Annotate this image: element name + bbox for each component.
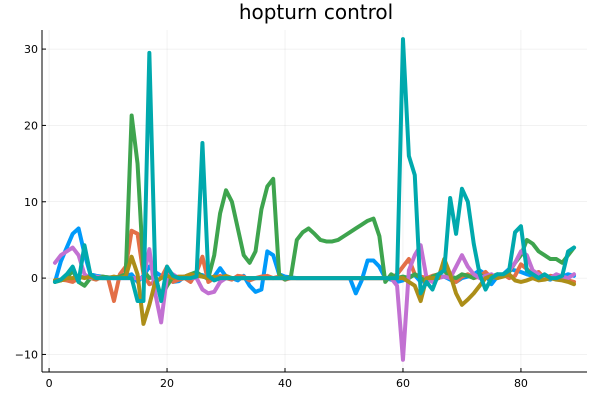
- x-tick-label: 20: [160, 377, 174, 390]
- x-tick-label: 40: [278, 377, 292, 390]
- x-tick-label: 60: [396, 377, 410, 390]
- tick-labels: 0 20 40 60 80 −10 0 10 20 30: [15, 43, 528, 390]
- x-tick-label: 80: [514, 377, 528, 390]
- y-tick-label: 20: [24, 119, 38, 132]
- axes: [41, 30, 587, 373]
- series-group: [52, 37, 577, 362]
- y-tick-label: 30: [24, 43, 38, 56]
- series-line-6: [52, 37, 577, 303]
- chart-title: hopturn control: [239, 0, 393, 24]
- y-tick-label: 0: [31, 272, 38, 285]
- series-line-3: [52, 113, 577, 300]
- grid: [42, 30, 587, 372]
- y-tick-label: −10: [15, 348, 38, 361]
- y-tick-label: 10: [24, 196, 38, 209]
- x-tick-label: 0: [46, 377, 53, 390]
